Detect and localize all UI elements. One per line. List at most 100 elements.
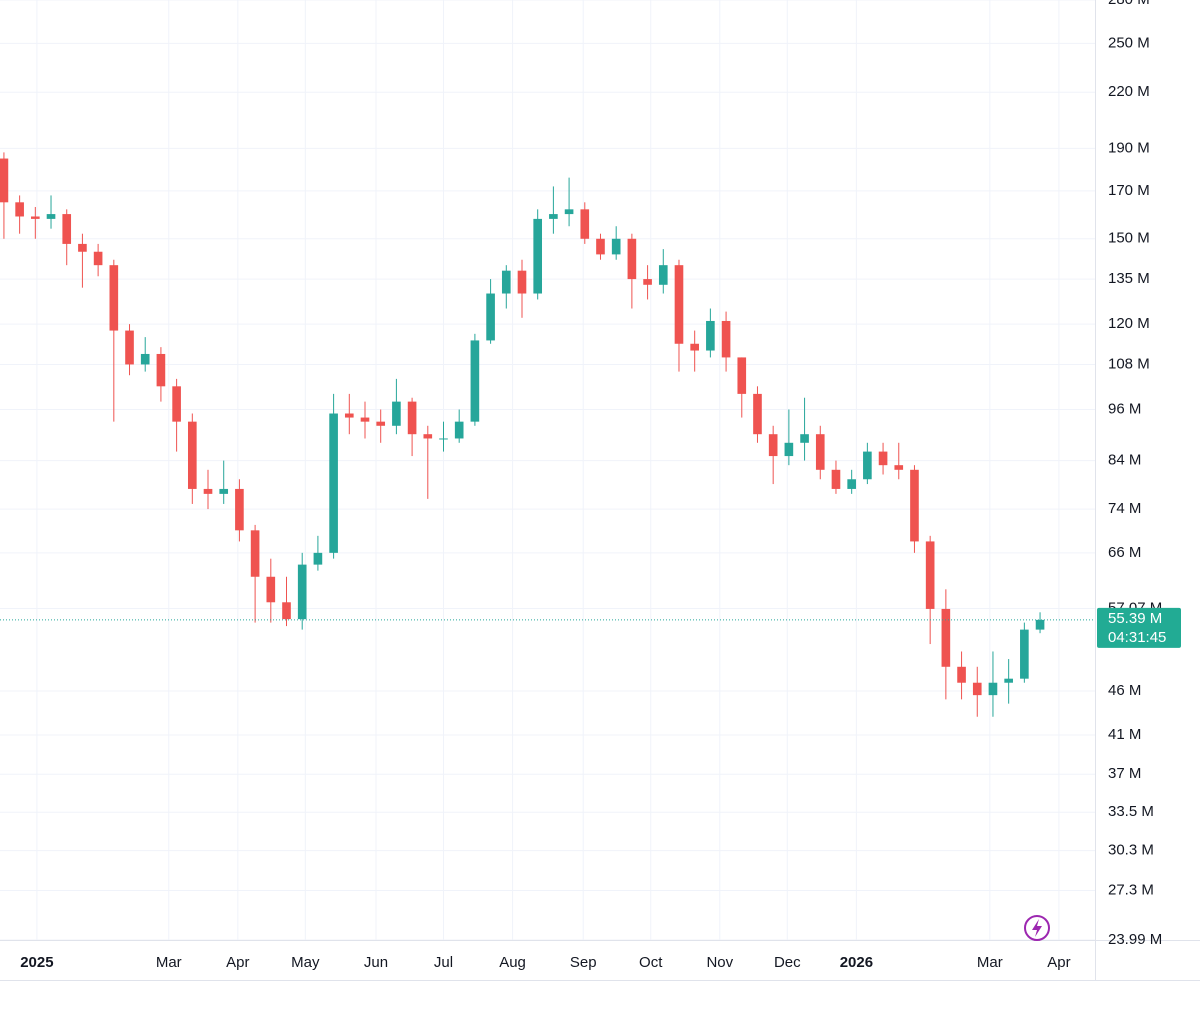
y-tick-label: 96 M	[1108, 400, 1141, 417]
candle-body	[863, 451, 872, 480]
candle-body	[533, 218, 543, 294]
candle-body	[78, 243, 87, 252]
candle-body	[972, 682, 982, 696]
candle-body	[31, 216, 40, 219]
y-tick-label: 27.3 M	[1108, 882, 1154, 899]
grid	[0, 0, 1095, 941]
lightning-icon[interactable]	[1024, 915, 1050, 941]
candle-body	[282, 602, 291, 620]
y-tick-label: 150 M	[1108, 230, 1150, 247]
candle-body	[109, 265, 119, 331]
y-tick-label: 108 M	[1108, 355, 1150, 372]
candle-body	[219, 488, 229, 494]
candle-body	[658, 265, 668, 285]
candle-body	[392, 401, 401, 426]
candle-body	[674, 265, 684, 344]
candle-body	[266, 576, 276, 603]
candle-body	[878, 451, 888, 466]
candle-body	[187, 421, 197, 489]
candle-body	[407, 401, 417, 435]
candle-body	[454, 421, 464, 439]
candle-body	[784, 442, 794, 457]
candle-body	[721, 320, 731, 358]
candle-body	[1004, 678, 1013, 683]
y-tick-label: 46 M	[1108, 682, 1141, 699]
x-tick-label: Oct	[639, 954, 663, 971]
candles	[0, 152, 1045, 717]
candle-body	[501, 270, 511, 294]
candle-body	[0, 158, 9, 203]
x-tick-label: Dec	[774, 954, 801, 971]
candle-body	[815, 434, 825, 470]
y-tick-label: 33.5 M	[1108, 803, 1154, 820]
last-price-label: 55.39 M	[1108, 610, 1162, 627]
candle-body	[627, 238, 637, 280]
candle-body	[988, 682, 998, 696]
x-tick-label: Apr	[1047, 954, 1070, 971]
candle-body	[329, 413, 338, 553]
y-tick-label: 84 M	[1108, 452, 1141, 469]
candle-body	[376, 421, 386, 426]
candle-body	[1020, 629, 1029, 679]
candle-body	[235, 488, 244, 531]
candle-body	[93, 251, 103, 266]
y-tick-label: 190 M	[1108, 139, 1150, 156]
y-tick-label: 170 M	[1108, 182, 1150, 199]
x-tick-label: Jul	[434, 954, 453, 971]
x-tick-label: Nov	[706, 954, 733, 971]
candle-body	[941, 608, 951, 667]
candle-body	[172, 386, 181, 422]
x-tick-label: Sep	[570, 954, 597, 971]
x-tick-label: Jun	[364, 954, 388, 971]
candle-body	[344, 413, 354, 418]
y-tick-label: 220 M	[1108, 83, 1150, 100]
candle-body	[156, 353, 166, 387]
candle-body	[611, 238, 621, 255]
candle-body	[62, 214, 72, 244]
candle-body	[910, 469, 919, 542]
y-tick-label: 23.99 M	[1108, 931, 1162, 948]
x-tick-label: Mar	[156, 954, 182, 971]
candle-body	[596, 238, 605, 255]
candle-body	[800, 434, 809, 443]
candle-body	[643, 279, 652, 285]
candle-body	[831, 469, 841, 489]
candle-body	[140, 353, 150, 365]
candle-body	[517, 270, 527, 294]
y-tick-label: 30.3 M	[1108, 842, 1154, 859]
candle-body	[15, 202, 24, 217]
candle-body	[737, 357, 747, 394]
last-price-badge	[1097, 607, 1181, 648]
candle-body	[564, 209, 574, 215]
y-tick-label: 41 M	[1108, 726, 1141, 743]
candle-body	[768, 434, 778, 457]
y-tick-label: 250 M	[1108, 34, 1150, 51]
candle-body	[203, 488, 213, 494]
countdown-label: 04:31:45	[1108, 629, 1166, 646]
candle-body	[439, 438, 448, 440]
axes: 280 M 250 M 220 M 190 M 170 M 150 M 135 M 120 M…	[0, 0, 1181, 971]
candle-body	[925, 541, 935, 609]
candle-body	[470, 340, 480, 422]
x-tick-label: Apr	[226, 954, 249, 971]
candle-body	[486, 293, 495, 341]
y-tick-label: 135 M	[1108, 270, 1150, 287]
y-tick-label: 74 M	[1108, 500, 1141, 517]
y-tick-label: 280 M	[1108, 0, 1150, 8]
candle-body	[847, 479, 856, 489]
y-tick-label: 37 M	[1108, 765, 1141, 782]
candle-body	[46, 214, 56, 219]
y-tick-label: 120 M	[1108, 315, 1150, 332]
candle-body	[423, 434, 433, 439]
y-tick-label: 66 M	[1108, 544, 1141, 561]
candle-body	[250, 530, 260, 577]
candle-body	[360, 417, 370, 422]
candle-body	[549, 214, 558, 219]
x-tick-label: 2025	[20, 954, 53, 971]
candle-body	[690, 343, 699, 351]
candle-body	[1035, 619, 1045, 630]
x-tick-label: May	[291, 954, 320, 971]
candle-body	[753, 393, 762, 435]
x-tick-label: Mar	[977, 954, 1003, 971]
